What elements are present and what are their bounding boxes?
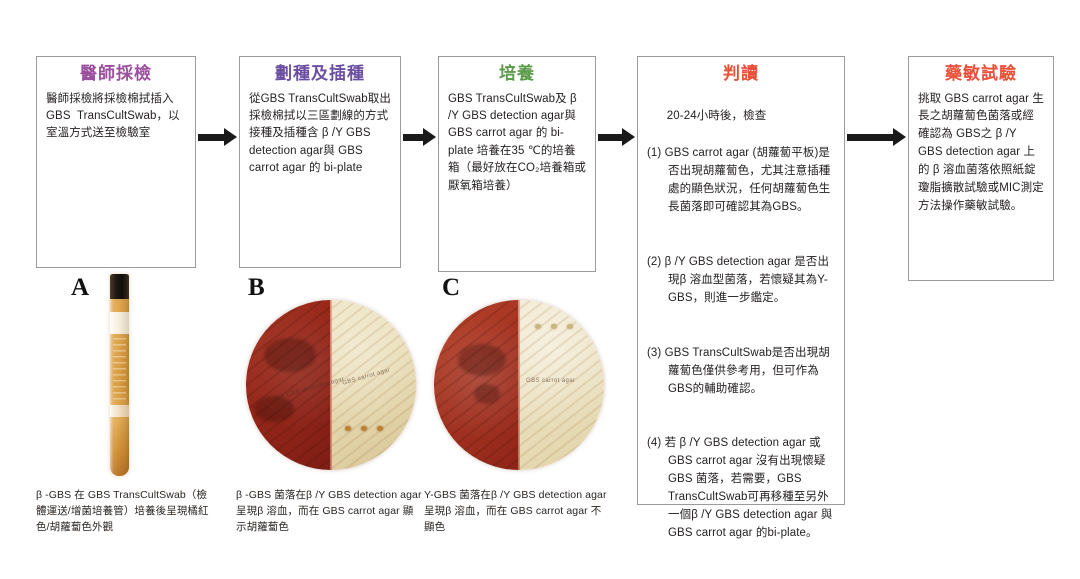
arrow-head — [622, 128, 635, 146]
figure-c-photo-biplate: GBS carrot agar — [434, 300, 604, 470]
step-2-body: 從GBS TransCultSwab取出採檢棉拭以三區劃線的方式接種及插種含 β… — [249, 92, 391, 175]
figure-a-caption: β -GBS 在 GBS TransCultSwab（檢體運送/增菌培養管）培養… — [36, 489, 209, 533]
flow-step-box-1: 醫師採檢 醫師採檢將採檢棉拭插入GBS TransCultSwab，以室溫方式送… — [36, 56, 196, 268]
arrow-head — [893, 128, 906, 146]
step-3-title: 培養 — [499, 64, 535, 83]
flow-arrow-icon-2 — [403, 128, 436, 146]
step-1-body: 醫師採檢將採檢棉拭插入GBS TransCultSwab，以室溫方式送至檢驗室 — [46, 92, 180, 140]
streak-pattern — [246, 300, 331, 470]
biplate-c-detection-agar-half — [434, 300, 519, 470]
flow-step-box-2: 劃種及插種 從GBS TransCultSwab取出採檢棉拭以三區劃線的方式接種… — [239, 56, 401, 268]
step-4-item-1: (1) GBS carrot agar (胡蘿蔔平板)是否出現胡蘿蔔色，尤其注意… — [647, 147, 831, 214]
flow-arrow-icon-3 — [598, 128, 635, 146]
flow-step-box-5: 藥敏試驗 挑取 GBS carrot agar 生長之胡蘿蔔色菌落或經確認為 G… — [908, 56, 1054, 281]
tube-cap — [110, 274, 129, 299]
tube-label-upper — [110, 312, 129, 334]
step-5-title: 藥敏試驗 — [945, 64, 1017, 83]
arrow-shaft — [847, 133, 893, 141]
colony — [345, 426, 351, 431]
hemolysis-patch — [264, 338, 316, 372]
tube-printed-text — [113, 338, 126, 400]
step-4-item-2: (2) β /Y GBS detection agar 是否出現β 溶血型菌落，… — [647, 255, 830, 304]
biplate-divider — [518, 300, 520, 470]
biplate-b-detection-agar-half — [246, 300, 331, 470]
flowchart-canvas: 醫師採檢 醫師採檢將採檢棉拭插入GBS TransCultSwab，以室溫方式送… — [36, 56, 1054, 539]
biplate-b-carrot-agar-half — [331, 300, 416, 470]
colony — [567, 324, 573, 329]
figure-b-caption: β -GBS 菌落在β /Y GBS detection agar 呈現β 溶血… — [236, 489, 425, 533]
colony — [535, 324, 541, 329]
step-2-title: 劃種及插種 — [275, 64, 365, 83]
biplate-divider — [330, 300, 332, 470]
arrow-head — [224, 128, 237, 146]
streak-pattern — [331, 300, 416, 470]
step-4-body: 20-24小時後，檢查 (1) GBS carrot agar (胡蘿蔔平板)是… — [647, 91, 835, 579]
streak-pattern — [519, 300, 604, 470]
figure-b-letter: B — [248, 274, 265, 301]
step-1-title: 醫師採檢 — [80, 64, 152, 83]
figure-a-photo-test-tube — [100, 274, 140, 476]
streak-pattern — [434, 300, 519, 470]
step-4-title: 判讀 — [723, 64, 759, 83]
arrow-shaft — [198, 133, 224, 141]
figure-a-letter: A — [71, 274, 90, 301]
colony — [551, 324, 557, 329]
flow-step-box-3: 培養 GBS TransCultSwab及 β /Y GBS detection… — [438, 56, 596, 272]
figure-c-letter: C — [442, 274, 461, 301]
arrow-shaft — [403, 133, 423, 141]
colony-group — [535, 324, 573, 329]
colony — [377, 426, 383, 431]
flow-arrow-icon-4 — [847, 128, 906, 146]
step-4-item-4: (4) 若 β /Y GBS detection agar 或GBS carro… — [647, 437, 833, 540]
colony — [361, 426, 367, 431]
arrow-shaft — [598, 133, 622, 141]
step-4-intro: 20-24小時後，檢查 — [666, 110, 767, 123]
arrow-head — [423, 128, 436, 146]
figure-b-photo-biplate: β/Y GBS detection agar GBS carrot agar — [246, 300, 416, 470]
hemolysis-patch — [458, 344, 506, 376]
flow-arrow-icon-1 — [198, 128, 237, 146]
hemolysis-patch — [254, 396, 294, 422]
step-4-item-3: (3) GBS TransCultSwab是否出現胡蘿蔔色僅供參考用，但可作為G… — [647, 346, 830, 395]
flow-step-box-4: 判讀 20-24小時後，檢查 (1) GBS carrot agar (胡蘿蔔平… — [637, 56, 845, 539]
tube-label-lower — [110, 405, 129, 417]
hemolysis-patch — [474, 384, 500, 404]
step-3-body: GBS TransCultSwab及 β /Y GBS detection ag… — [448, 92, 587, 192]
figure-c-caption: Y-GBS 菌落在β /Y GBS detection agar 呈現β 溶血，… — [424, 489, 610, 533]
biplate-c-carrot-agar-half — [519, 300, 604, 470]
colony-group — [345, 426, 383, 431]
step-5-body: 挑取 GBS carrot agar 生長之胡蘿蔔色菌落或經確認為 GBS之 β… — [918, 92, 1044, 213]
